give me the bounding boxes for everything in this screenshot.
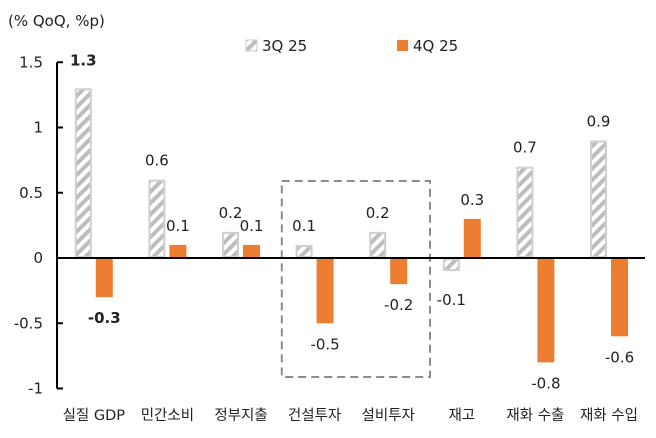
legend-swatch-3q25	[245, 39, 258, 52]
bar-4q25	[611, 258, 628, 337]
bar-4q25	[390, 258, 408, 285]
legend-swatch-4q25	[397, 40, 408, 51]
y-tick-label: 0.5	[19, 184, 43, 202]
x-axis-labels: 실질 GDP 민간소비 정부지출 건설투자 설비투자 재고 재화 수출 재화 수입	[63, 407, 638, 424]
bar-4q25	[537, 258, 555, 363]
data-label: -0.6	[605, 348, 634, 366]
bar-4q25	[316, 258, 334, 324]
bar-4q25	[463, 218, 481, 258]
data-labels: 1.3-0.30.60.10.20.1 0.1-0.50.2-0.2 -0.10.3…	[70, 51, 634, 392]
y-tick-label: 0	[33, 249, 43, 267]
data-label: 0.2	[219, 204, 243, 222]
data-label: -0.8	[531, 374, 560, 392]
bar-3q25	[516, 166, 534, 258]
x-tick-label: 정부지출	[214, 407, 267, 424]
data-label: -0.3	[88, 309, 121, 327]
y-axis: 1.5 1 0.5 0 -0.5 -1	[14, 53, 63, 398]
bar-4q25	[243, 244, 260, 258]
bars	[57, 88, 645, 363]
x-tick-label: 건설투자	[288, 407, 341, 424]
unit-label: (% QoQ, %p)	[8, 12, 105, 30]
data-label: -0.1	[437, 291, 466, 309]
bar-3q25	[442, 258, 460, 272]
highlight-box	[280, 180, 431, 378]
x-tick-label: 설비투자	[362, 407, 415, 424]
x-tick-label: 재화 수입	[580, 407, 638, 424]
data-label: -0.5	[310, 335, 339, 353]
y-tick-label: 1.5	[19, 53, 43, 71]
y-tick-label: 1	[33, 119, 43, 137]
y-tick-label: -0.5	[14, 314, 43, 332]
data-label: 0.1	[166, 217, 190, 235]
bar-3q25	[222, 231, 239, 258]
data-label: -0.2	[384, 296, 413, 314]
data-label: 0.9	[587, 113, 611, 131]
legend-label-4q25: 4Q 25	[413, 37, 458, 55]
x-tick-label: 실질 GDP	[63, 407, 126, 424]
bar-3q25	[148, 179, 166, 258]
x-tick-label: 재화 수출	[506, 407, 564, 424]
bar-4q25	[95, 258, 113, 298]
data-label: 0.3	[460, 191, 484, 209]
data-label: 0.1	[240, 217, 264, 235]
bar-3q25	[74, 88, 92, 258]
legend: 3Q 25 4Q 25	[245, 37, 458, 55]
data-label: 0.7	[513, 139, 537, 157]
bar-4q25	[169, 244, 187, 258]
data-label: 0.2	[366, 204, 390, 222]
data-label: 0.1	[292, 217, 316, 235]
data-label: 1.3	[70, 51, 97, 69]
x-tick-label: 민간소비	[141, 407, 194, 424]
bar-3q25	[369, 231, 387, 258]
legend-label-3q25: 3Q 25	[262, 37, 307, 55]
x-tick-label: 재고	[448, 407, 475, 424]
bar-3q25	[295, 244, 313, 258]
y-tick-label: -1	[28, 380, 43, 398]
bar-3q25	[590, 140, 607, 258]
highlight-box-rect	[280, 180, 431, 378]
data-label: 0.6	[145, 152, 169, 170]
